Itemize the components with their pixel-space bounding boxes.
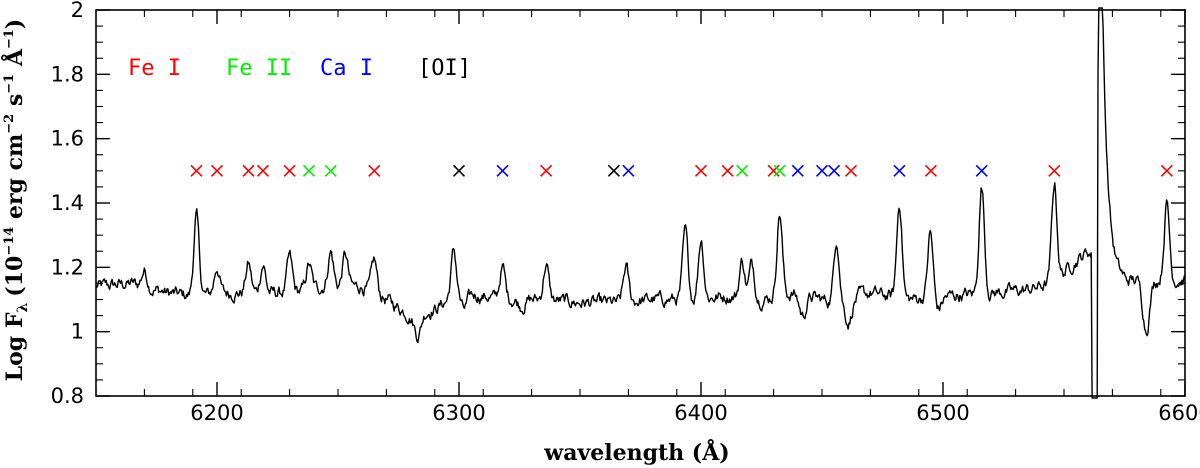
marker-stroke xyxy=(721,164,734,177)
y-tick-label: 1.4 xyxy=(51,191,84,215)
line-marker-fe-i xyxy=(694,164,708,177)
line-marker-fe-ii xyxy=(324,164,337,177)
line-marker-fe-ii xyxy=(736,164,749,177)
y-axis-title-units-2: erg cm xyxy=(2,134,28,227)
y-tick-label: 1 xyxy=(71,320,84,344)
marker-stroke xyxy=(283,164,296,177)
x-tick-label: 6200 xyxy=(190,401,243,425)
y-axis-title-exp2: −2 xyxy=(2,114,17,134)
marker-stroke xyxy=(1048,164,1061,177)
line-marker-fe-ii xyxy=(302,164,316,177)
marker-stroke xyxy=(924,164,937,177)
marker-stroke xyxy=(607,164,620,177)
line-marker-fe-i xyxy=(844,164,858,177)
marker-stroke xyxy=(844,164,858,177)
line-marker-fe-i xyxy=(540,164,553,177)
x-tick-label: 6400 xyxy=(674,401,727,425)
y-tick-label: 1.2 xyxy=(51,255,84,279)
marker-stroke xyxy=(767,164,780,177)
line-marker-fe-i xyxy=(283,164,296,177)
marker-stroke xyxy=(452,164,466,177)
marker-stroke xyxy=(540,164,553,177)
line-marker-fe-i xyxy=(256,164,270,177)
y-axis-title-main: Log F xyxy=(2,312,28,381)
line-marker-fe-i xyxy=(190,164,203,177)
marker-stroke xyxy=(773,164,786,177)
spectrum-layer xyxy=(95,7,1186,399)
y-axis-title-exp3: −1 xyxy=(2,74,17,94)
marker-stroke xyxy=(893,164,906,177)
line-marker-fe-ii xyxy=(773,164,786,177)
line-marker-fe-i xyxy=(368,164,381,177)
line-marker-ca-i xyxy=(791,164,804,177)
marker-stroke xyxy=(791,164,804,177)
line-marker-ca-i xyxy=(622,164,635,177)
y-axis-title-units-end: ) xyxy=(2,19,28,29)
y-axis-title-units-3: s xyxy=(2,94,28,114)
y-axis-title-units-4: Å xyxy=(1,48,28,74)
marker-stroke xyxy=(324,164,337,177)
x-tick-label: 6500 xyxy=(916,401,969,425)
marker-stroke xyxy=(368,164,381,177)
y-axis-title-sub: λ xyxy=(15,303,31,313)
marker-stroke xyxy=(975,164,988,177)
marker-stroke xyxy=(828,164,841,177)
y-tick-label: 2 xyxy=(71,0,84,22)
line-marker-fe-i xyxy=(210,164,224,177)
line-marker-fe-i xyxy=(767,164,780,177)
line-marker-fe-i xyxy=(1160,164,1173,177)
legend-label-fe-i: Fe I xyxy=(128,56,181,81)
y-tick-label: 1.6 xyxy=(51,127,84,151)
line-marker-ca-i xyxy=(975,164,988,177)
line-marker-fe-i xyxy=(1048,164,1061,177)
y-axis-title: Log Fλ(10−14 erg cm−2 s−1 Å−1) xyxy=(1,19,31,382)
spectrum-line xyxy=(95,7,1186,399)
line-marker-fe-i xyxy=(924,164,937,177)
legend-label-ca-i: Ca I xyxy=(320,56,373,81)
marker-stroke xyxy=(622,164,635,177)
line-marker-oi xyxy=(607,164,620,177)
x-tick-label: 6300 xyxy=(432,401,485,425)
line-marker-ca-i xyxy=(828,164,841,177)
y-axis-title-units: (10 xyxy=(2,256,28,297)
marker-stroke xyxy=(190,164,203,177)
line-marker-ca-i xyxy=(893,164,906,177)
line-marker-fe-i xyxy=(721,164,734,177)
line-marker-ca-i xyxy=(815,164,829,177)
y-tick-label: 1.8 xyxy=(51,62,84,86)
line-marker-fe-i xyxy=(242,164,255,177)
marker-stroke xyxy=(815,164,829,177)
marker-stroke xyxy=(496,164,509,177)
legend: Fe I Fe II Ca I [OI] xyxy=(128,56,471,81)
marker-stroke xyxy=(210,164,224,177)
legend-label-oi: [OI] xyxy=(418,56,471,81)
marker-stroke xyxy=(694,164,708,177)
legend-label-fe-ii: Fe II xyxy=(226,56,292,81)
y-axis-title-exp4: −1 xyxy=(2,29,17,49)
marker-stroke xyxy=(1160,164,1173,177)
marker-stroke xyxy=(736,164,749,177)
y-axis-title-exp1: −14 xyxy=(2,227,17,256)
x-axis-title: wavelength (Å) xyxy=(543,439,729,466)
y-tick-label: 0.8 xyxy=(51,384,84,408)
marker-stroke xyxy=(242,164,255,177)
line-marker-layer xyxy=(190,164,1173,177)
marker-stroke xyxy=(302,164,316,177)
marker-stroke xyxy=(256,164,270,177)
line-marker-oi xyxy=(452,164,466,177)
line-marker-ca-i xyxy=(496,164,509,177)
